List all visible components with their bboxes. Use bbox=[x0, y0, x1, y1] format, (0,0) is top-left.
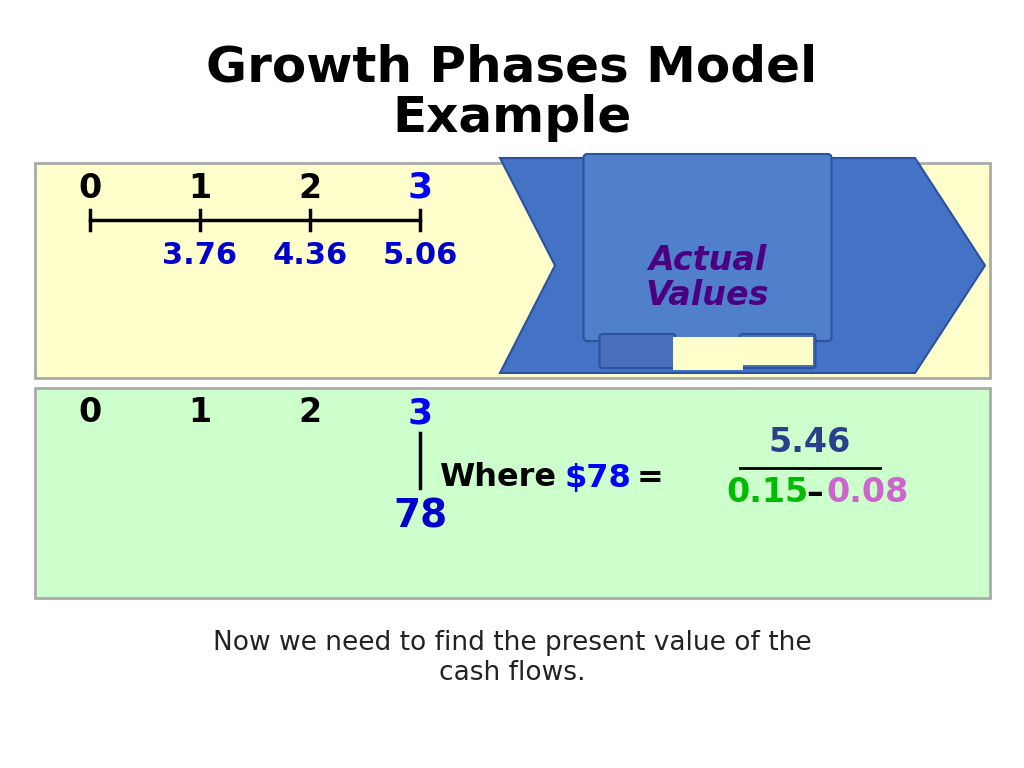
Text: 0: 0 bbox=[79, 396, 101, 429]
Text: Now we need to find the present value of the
cash flows.: Now we need to find the present value of… bbox=[213, 630, 811, 686]
FancyBboxPatch shape bbox=[673, 337, 742, 365]
Text: Growth Phases Model: Growth Phases Model bbox=[207, 44, 817, 92]
Text: 5.46: 5.46 bbox=[769, 426, 851, 459]
Text: –: – bbox=[807, 476, 823, 509]
Text: =: = bbox=[637, 462, 664, 494]
Text: 0.08: 0.08 bbox=[826, 476, 909, 509]
FancyBboxPatch shape bbox=[742, 337, 812, 365]
Text: 1: 1 bbox=[188, 396, 212, 429]
Text: $78: $78 bbox=[564, 462, 632, 494]
Text: 1: 1 bbox=[188, 171, 212, 204]
Text: 3: 3 bbox=[408, 171, 432, 205]
Text: 5.06: 5.06 bbox=[382, 241, 458, 270]
Text: 78: 78 bbox=[393, 497, 447, 535]
Text: 0: 0 bbox=[79, 171, 101, 204]
Text: 4.36: 4.36 bbox=[272, 241, 347, 270]
Text: 3: 3 bbox=[408, 396, 432, 430]
FancyBboxPatch shape bbox=[35, 388, 990, 598]
Text: Actual: Actual bbox=[648, 244, 767, 277]
Text: Where: Where bbox=[439, 462, 556, 494]
FancyBboxPatch shape bbox=[599, 334, 676, 368]
Text: 0.15: 0.15 bbox=[727, 476, 809, 509]
FancyBboxPatch shape bbox=[584, 154, 831, 341]
FancyBboxPatch shape bbox=[739, 334, 815, 368]
Text: Values: Values bbox=[646, 279, 769, 312]
FancyBboxPatch shape bbox=[673, 337, 742, 370]
Text: 2: 2 bbox=[298, 171, 322, 204]
Text: Example: Example bbox=[392, 94, 632, 142]
Text: 3.76: 3.76 bbox=[163, 241, 238, 270]
FancyBboxPatch shape bbox=[35, 163, 990, 378]
Polygon shape bbox=[500, 158, 985, 373]
Text: 2: 2 bbox=[298, 396, 322, 429]
